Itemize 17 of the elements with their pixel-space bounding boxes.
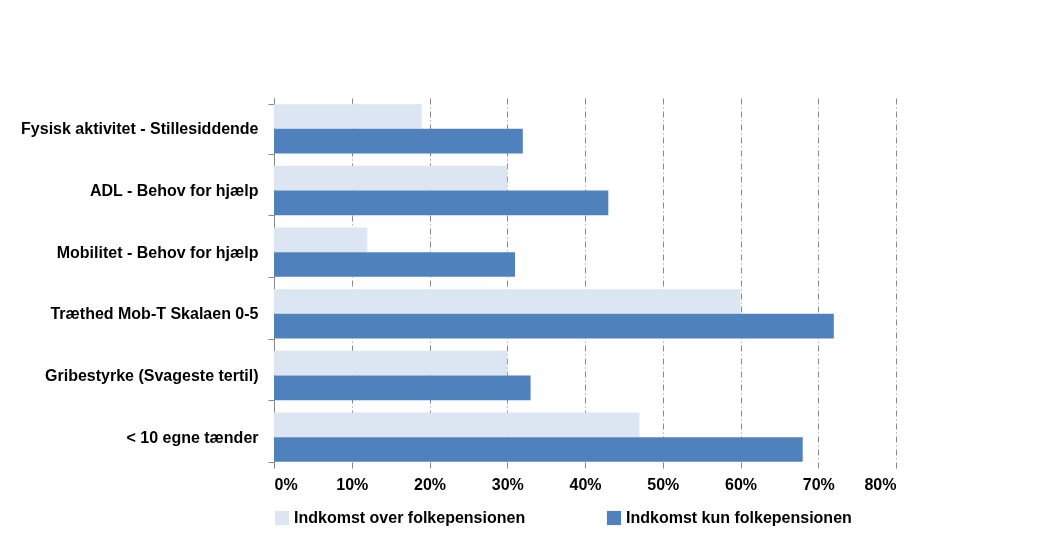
y-tick-label: Mobilitet - Behov for hjælp bbox=[56, 243, 259, 261]
y-tick-label: < 10 egne tænder bbox=[126, 428, 259, 446]
y-tick-label: ADL - Behov for hjælp bbox=[89, 182, 259, 199]
y-tick-label: Gribestyrke (Svageste tertil) bbox=[45, 367, 259, 384]
x-tick-label: 70% bbox=[802, 475, 835, 493]
y-tick-label: Fysisk aktivitet - Stillesiddende bbox=[21, 120, 259, 138]
x-tick-label: 30% bbox=[491, 475, 524, 493]
x-tick-label: 60% bbox=[724, 475, 758, 493]
y-tick-label: Træthed Mob-T Skalaen 0-5 bbox=[50, 305, 259, 323]
x-tick-label: 80% bbox=[864, 475, 897, 493]
legend-label: Indkomst over folkepensionen bbox=[294, 509, 526, 526]
x-tick-label: 20% bbox=[413, 475, 447, 493]
x-tick-label: 0% bbox=[274, 475, 298, 493]
x-tick-label: 50% bbox=[647, 475, 680, 493]
legend-label: Indkomst kun folkepensionen bbox=[626, 509, 852, 526]
x-tick-label: 40% bbox=[569, 475, 602, 493]
x-tick-label: 10% bbox=[336, 475, 369, 493]
